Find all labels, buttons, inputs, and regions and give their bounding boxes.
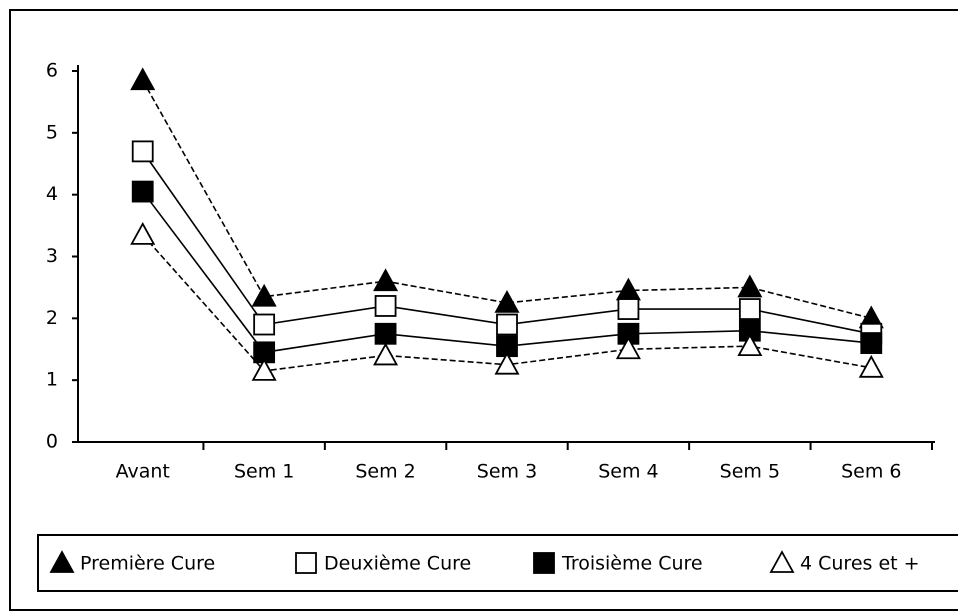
legend-label: 4 Cures et + [800, 553, 920, 575]
chart-frame [9, 9, 958, 611]
data-point [130, 67, 156, 91]
y-tick-label: 2 [46, 307, 58, 329]
legend-marker [533, 552, 555, 574]
series-line [142, 79, 872, 320]
data-point [374, 295, 397, 317]
data-point [496, 313, 518, 336]
legend-marker [769, 550, 795, 573]
legend-label: Deuxième Cure [324, 553, 471, 575]
x-tick-label: Sem 1 [234, 461, 294, 483]
data-point [615, 336, 641, 360]
data-point [131, 180, 154, 203]
data-point [131, 140, 154, 163]
y-tick-label: 0 [46, 431, 58, 453]
data-point [130, 221, 156, 245]
data-point [737, 274, 763, 298]
legend-box [37, 534, 958, 592]
data-point [251, 358, 277, 381]
y-tick-label: 4 [46, 183, 58, 205]
data-point [494, 351, 520, 375]
data-point [617, 298, 640, 320]
legend-marker [49, 550, 75, 573]
data-point [494, 290, 520, 313]
x-tick-label: Sem 2 [355, 461, 415, 483]
y-tick-label: 3 [46, 245, 58, 267]
x-tick-label: Avant [116, 461, 170, 483]
legend-label: Première Cure [80, 553, 215, 575]
x-tick-label: Sem 3 [477, 461, 537, 483]
data-point [373, 268, 399, 292]
x-tick-label: Sem 6 [841, 461, 901, 483]
y-tick-label: 1 [46, 369, 58, 391]
data-point [737, 333, 763, 357]
data-point [615, 277, 641, 301]
legend-label: Troisième Cure [561, 553, 703, 575]
data-point [858, 354, 884, 378]
data-point [251, 283, 277, 307]
data-point [738, 298, 761, 320]
data-point [860, 332, 883, 354]
x-tick-label: Sem 4 [598, 461, 658, 483]
legend-marker [295, 552, 317, 574]
y-tick-label: 5 [46, 121, 58, 143]
data-point [373, 342, 399, 366]
data-point [374, 322, 397, 345]
data-point [253, 313, 276, 336]
x-tick-label: Sem 5 [720, 461, 780, 483]
y-tick-label: 6 [46, 60, 58, 82]
